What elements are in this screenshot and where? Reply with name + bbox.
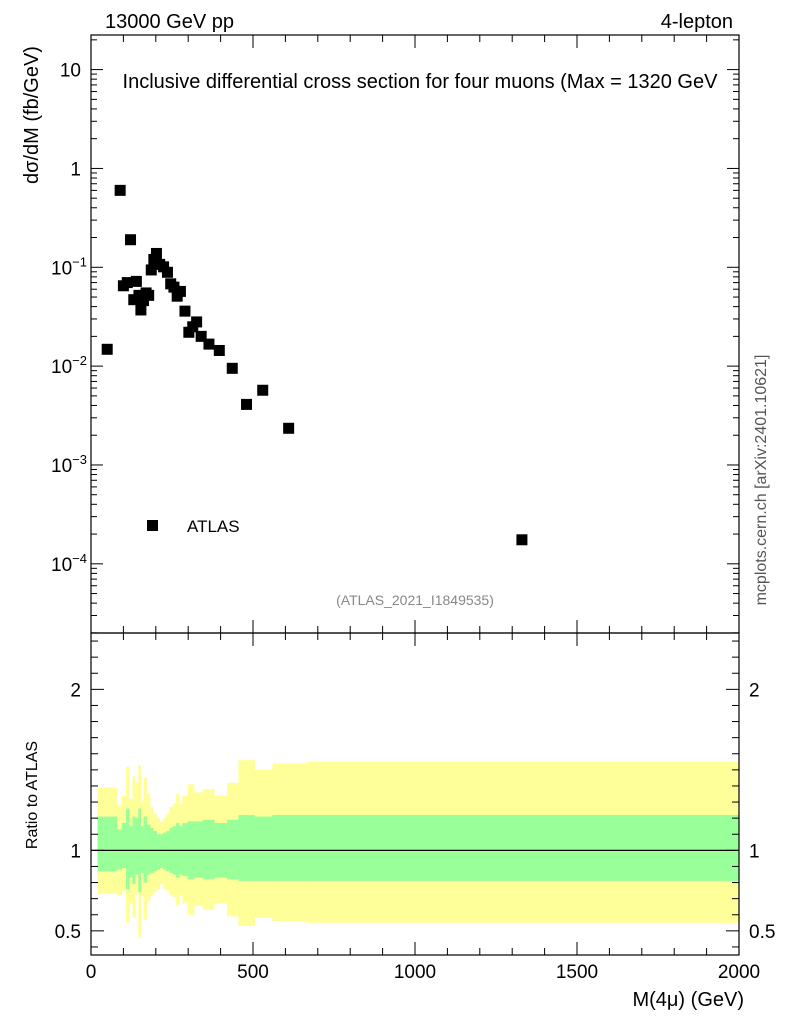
x-tick-label: 0 — [86, 962, 97, 983]
data-point — [179, 305, 191, 317]
y-tick-label: 10−1 — [51, 254, 87, 279]
inner-band-segment — [135, 818, 139, 875]
x-tick-label: 500 — [237, 962, 269, 983]
y-tick-label: 10−4 — [51, 551, 87, 576]
data-point — [203, 338, 215, 350]
main-plot-y-label: dσ/dM (fb/GeV) — [21, 46, 43, 184]
y-tick-label: 10−2 — [51, 353, 87, 378]
data-point — [101, 343, 113, 355]
data-point — [283, 422, 295, 434]
y-tick-label: 10−3 — [51, 452, 87, 477]
ratio-y-tick-label-right: 0.5 — [749, 922, 775, 943]
data-point — [150, 247, 162, 259]
ratio-plot-y-tick-labels: 0.5 0.5 1 1 2 2 — [55, 680, 776, 943]
data-point — [114, 184, 126, 196]
data-point — [195, 330, 207, 342]
data-point — [125, 234, 137, 246]
inner-band-segment — [116, 829, 123, 870]
inner-band-segment — [97, 816, 118, 872]
inner-band-segment — [153, 831, 157, 872]
inner-band-segment — [202, 819, 215, 880]
legend-label: ATLAS — [187, 517, 240, 536]
data-point — [516, 534, 528, 546]
data-point — [143, 289, 155, 301]
main-plot: 10 1 10−1 10−2 10−3 10−4 Inclusive differenti… — [21, 34, 740, 634]
channel-label: 4-lepton — [661, 11, 733, 33]
inner-band-segment — [194, 821, 204, 878]
ratio-plot-y-label: Ratio to ATLAS — [24, 741, 41, 849]
ratio-y-tick-label: 1 — [70, 841, 81, 862]
ratio-plot-ticks — [90, 633, 740, 955]
main-plot-title: Inclusive differential cross section for… — [123, 71, 719, 93]
x-tick-label: 1000 — [394, 962, 436, 983]
inner-band-segment — [156, 834, 161, 870]
inner-band-segment — [159, 834, 164, 869]
legend-marker — [147, 520, 158, 531]
data-point — [168, 281, 180, 293]
data-point — [241, 398, 253, 410]
inner-band-segment — [238, 814, 256, 881]
x-axis-label: M(4μ) (GeV) — [632, 989, 744, 1011]
ratio-plot-x-tick-labels: 0 500 1000 1500 2000 — [86, 962, 760, 983]
inner-band-segment — [272, 814, 307, 881]
inner-band-segment — [227, 819, 239, 880]
ratio-bands — [97, 760, 740, 938]
ratio-y-tick-label-right: 2 — [749, 680, 760, 701]
source-label: mcplots.cern.ch [arXiv:2401.10621] — [753, 355, 770, 606]
inner-band-segment — [182, 822, 188, 877]
analysis-tag: (ATLAS_2021_I1849535) — [336, 592, 494, 608]
ratio-plot: 0.5 0.5 1 1 2 2 0 500 1000 1500 2000 Ratio to ATL… — [24, 632, 776, 1011]
data-point — [135, 304, 147, 316]
inner-band-segment — [125, 808, 130, 889]
data-point — [148, 253, 160, 265]
inner-band-segment — [166, 831, 170, 872]
data-point — [145, 264, 157, 276]
energy-label: 13000 GeV pp — [105, 11, 234, 33]
inner-band-segment — [306, 814, 740, 881]
data-point — [121, 277, 133, 289]
inner-band-segment — [146, 824, 151, 875]
y-tick-label: 10 — [60, 61, 81, 82]
data-point — [226, 362, 238, 374]
inner-band-segment — [254, 816, 273, 881]
data-point — [191, 316, 203, 328]
legend: ATLAS — [147, 517, 240, 536]
x-tick-label: 1500 — [556, 962, 598, 983]
inner-band-segment — [121, 822, 127, 869]
main-plot-y-tick-labels: 10 1 10−1 10−2 10−3 10−4 — [51, 61, 87, 576]
inner-band-segment — [140, 826, 144, 873]
x-tick-label: 2000 — [718, 962, 760, 983]
data-point — [161, 266, 173, 278]
data-point — [130, 275, 142, 287]
inner-band-segment — [143, 816, 148, 883]
ratio-plot-frame — [90, 632, 740, 956]
ratio-y-tick-label-right: 1 — [749, 841, 760, 862]
inner-band-segment — [129, 826, 133, 878]
inner-band-segment — [162, 832, 167, 870]
data-point — [174, 285, 186, 297]
ratio-y-tick-label: 0.5 — [55, 922, 81, 943]
data-point — [213, 344, 225, 356]
y-tick-label: 1 — [70, 159, 81, 180]
main-plot-markers — [101, 184, 528, 546]
data-point — [257, 384, 269, 396]
ratio-y-tick-label: 2 — [70, 680, 81, 701]
